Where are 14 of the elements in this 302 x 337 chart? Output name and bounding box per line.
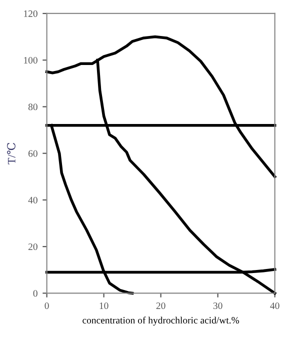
y-tick-label: 100 xyxy=(24,57,38,64)
y-tick-label: 60 xyxy=(28,150,38,157)
y-tick-label: 0 xyxy=(33,290,38,297)
y-tick-label: 120 xyxy=(24,10,38,17)
x-tick-label: 20 xyxy=(156,302,166,310)
y-tick-label: 40 xyxy=(28,196,38,204)
x-tick-label: 30 xyxy=(213,302,222,310)
x-tick-label: 40 xyxy=(270,302,280,310)
x-tick-label: 0 xyxy=(44,302,49,310)
x-tick-label: 10 xyxy=(100,302,108,310)
y-tick-label: 20 xyxy=(28,243,38,250)
y-tick-label: 80 xyxy=(28,104,38,110)
y-axis-title: T/℃ xyxy=(7,142,16,164)
x-axis-title: concentration of hydrochloric acid/wt.% xyxy=(82,316,240,326)
